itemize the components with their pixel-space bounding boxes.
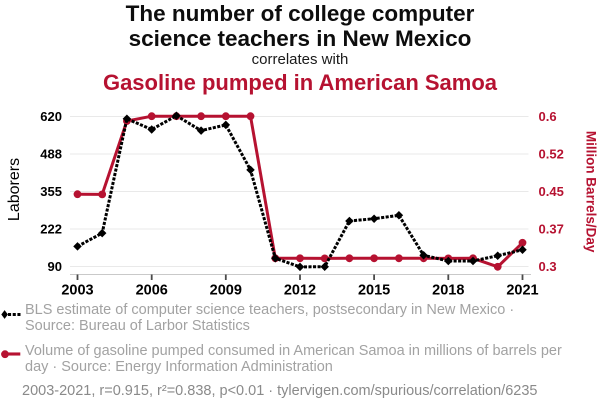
svg-text:0.3: 0.3 — [539, 259, 557, 274]
svg-text:0.52: 0.52 — [539, 147, 564, 162]
svg-text:0.6: 0.6 — [539, 109, 557, 124]
svg-text:0.37: 0.37 — [539, 222, 564, 237]
svg-text:222: 222 — [40, 222, 62, 237]
svg-text:2018: 2018 — [432, 283, 464, 299]
svg-text:2009: 2009 — [210, 283, 242, 299]
svg-text:2006: 2006 — [136, 283, 168, 299]
svg-text:Laborers: Laborers — [6, 158, 23, 221]
svg-text:2012: 2012 — [284, 283, 316, 299]
svg-text:488: 488 — [40, 147, 62, 162]
svg-text:2021: 2021 — [506, 283, 538, 299]
svg-text:0.45: 0.45 — [539, 184, 564, 199]
svg-text:620: 620 — [40, 109, 62, 124]
svg-text:90: 90 — [48, 259, 62, 274]
svg-text:Million Barrels/Day: Million Barrels/Day — [584, 131, 599, 253]
svg-text:355: 355 — [40, 184, 62, 199]
svg-text:2003: 2003 — [61, 283, 93, 299]
svg-text:2015: 2015 — [358, 283, 390, 299]
